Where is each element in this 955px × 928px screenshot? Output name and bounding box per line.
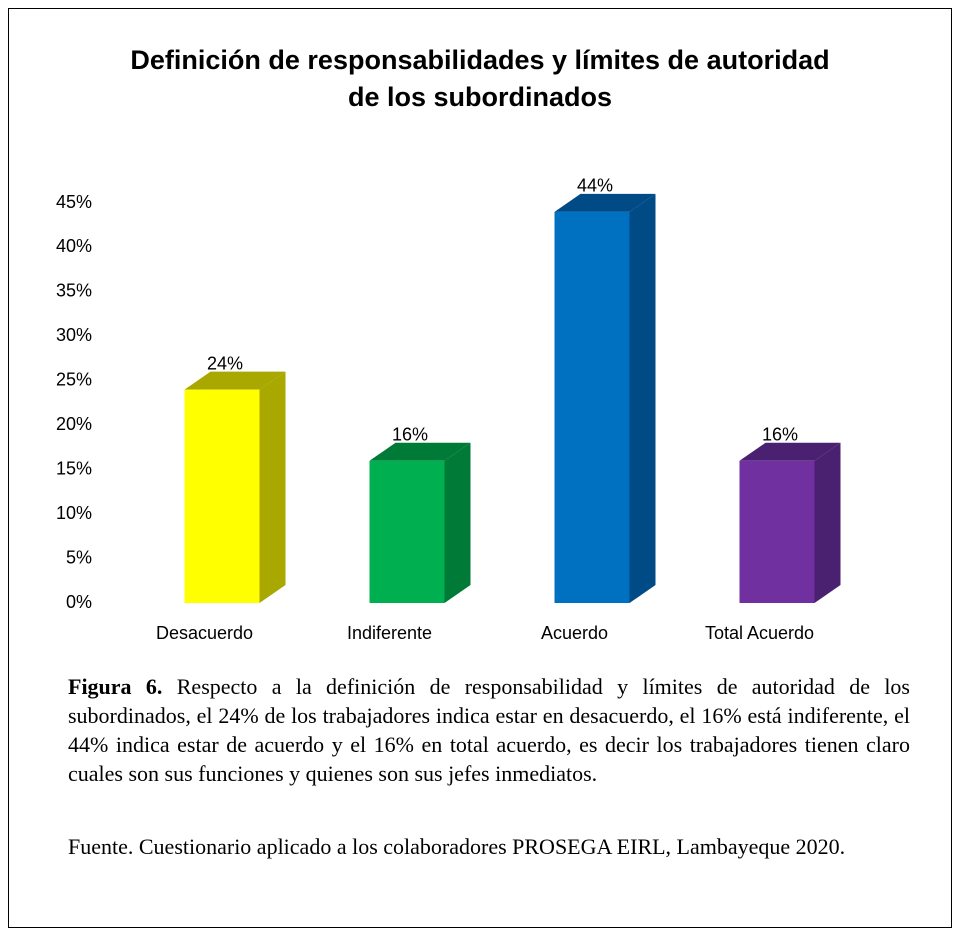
y-tick-label: 35% (56, 281, 92, 301)
data-label: 44% (577, 176, 613, 196)
y-tick-label: 40% (56, 236, 92, 256)
bar-side (814, 442, 841, 603)
caption: Figura 6. Respecto a la definición de re… (68, 672, 910, 788)
bar (369, 460, 445, 603)
y-tick-label: 20% (56, 414, 92, 434)
bar-top (554, 193, 656, 212)
y-tick-label: 15% (56, 458, 92, 478)
chart: Definición de responsabilidades y límite… (56, 45, 841, 643)
bar (184, 389, 260, 603)
bar (739, 460, 815, 603)
source: Fuente. Cuestionario aplicado a los cola… (68, 834, 846, 859)
y-tick-label: 5% (66, 547, 92, 567)
data-label: 16% (762, 425, 798, 445)
data-label: 16% (392, 425, 428, 445)
bar (554, 211, 630, 603)
bar-side (629, 193, 656, 603)
chart-title: Definición de responsabilidades y límite… (130, 45, 829, 112)
bar-top (369, 442, 471, 461)
bar-top (184, 371, 286, 390)
x-tick-label: Total Acuerdo (705, 623, 814, 643)
x-tick-label: Indiferente (347, 623, 432, 643)
x-tick-label: Acuerdo (541, 623, 608, 643)
bar-side (444, 442, 471, 603)
y-tick-label: 30% (56, 325, 92, 345)
caption-text: Respecto a la definición de responsabili… (68, 674, 910, 786)
bar-top (739, 442, 841, 461)
y-tick-label: 0% (66, 592, 92, 612)
bar-side (259, 371, 286, 603)
data-label: 24% (207, 353, 243, 373)
y-tick-label: 25% (56, 370, 92, 390)
y-tick-label: 10% (56, 503, 92, 523)
x-tick-label: Desacuerdo (156, 623, 253, 643)
y-tick-label: 45% (56, 192, 92, 212)
caption-label: Figura 6. (68, 674, 163, 699)
